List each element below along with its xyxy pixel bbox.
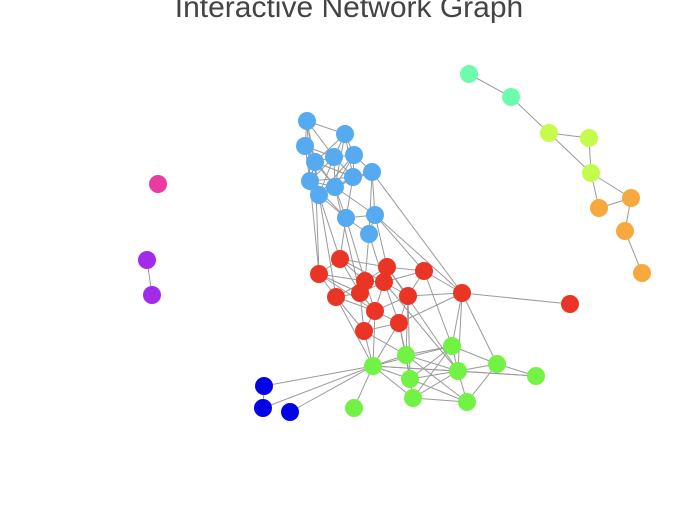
node-r10[interactable] bbox=[453, 284, 471, 302]
node-r3[interactable] bbox=[378, 258, 396, 276]
node-r8[interactable] bbox=[327, 288, 345, 306]
edge-r2-r11 bbox=[318, 273, 376, 312]
edge-r9-r10 bbox=[407, 292, 463, 297]
node-d3[interactable] bbox=[281, 403, 299, 421]
node-p2[interactable] bbox=[143, 286, 161, 304]
node-m1[interactable] bbox=[460, 65, 478, 83]
edge-b7-r10 bbox=[371, 171, 463, 294]
edge-r10-r14 bbox=[461, 292, 571, 305]
node-b13[interactable] bbox=[366, 206, 384, 224]
node-b4[interactable] bbox=[345, 146, 363, 164]
node-g5[interactable] bbox=[449, 362, 467, 380]
node-g7[interactable] bbox=[527, 367, 545, 385]
node-o4[interactable] bbox=[633, 264, 651, 282]
edge-r11-g3 bbox=[372, 310, 376, 367]
node-b5[interactable] bbox=[325, 148, 343, 166]
edge-l1-l3 bbox=[548, 132, 592, 174]
node-l2[interactable] bbox=[580, 129, 598, 147]
node-o1[interactable] bbox=[622, 189, 640, 207]
node-r13[interactable] bbox=[355, 322, 373, 340]
node-g4[interactable] bbox=[488, 355, 506, 373]
edge-b13-r4 bbox=[374, 214, 425, 272]
node-d2[interactable] bbox=[254, 399, 272, 417]
node-d1[interactable] bbox=[255, 377, 273, 395]
node-b10[interactable] bbox=[326, 178, 344, 196]
node-r12[interactable] bbox=[390, 314, 408, 332]
edge-r4-g1 bbox=[423, 270, 453, 347]
node-o2[interactable] bbox=[590, 199, 608, 217]
edge-r10-g5 bbox=[457, 292, 463, 372]
node-b1[interactable] bbox=[298, 112, 316, 130]
node-b7[interactable] bbox=[363, 163, 381, 181]
edge-b7-b14 bbox=[368, 171, 373, 235]
edge-r8-g3 bbox=[335, 296, 374, 367]
edge-b11-r8 bbox=[318, 194, 337, 298]
node-b8[interactable] bbox=[344, 168, 362, 186]
node-p0[interactable] bbox=[149, 175, 167, 193]
node-r4[interactable] bbox=[415, 262, 433, 280]
node-p1[interactable] bbox=[138, 251, 156, 269]
edge-g8-g9 bbox=[412, 397, 468, 403]
edge-g2-g9 bbox=[405, 354, 468, 403]
edge-b11-r1 bbox=[318, 194, 341, 260]
node-b3[interactable] bbox=[296, 137, 314, 155]
node-r11[interactable] bbox=[366, 302, 384, 320]
node-g2[interactable] bbox=[397, 346, 415, 364]
node-m2[interactable] bbox=[502, 88, 520, 106]
edge-r6-g5 bbox=[383, 281, 459, 372]
node-b12[interactable] bbox=[337, 209, 355, 227]
node-l1[interactable] bbox=[540, 124, 558, 142]
node-g10[interactable] bbox=[345, 399, 363, 417]
node-b9[interactable] bbox=[301, 172, 319, 190]
node-g3[interactable] bbox=[364, 357, 382, 375]
node-g8[interactable] bbox=[404, 389, 422, 407]
node-g6[interactable] bbox=[401, 370, 419, 388]
edge-g2-g5 bbox=[405, 354, 459, 372]
node-o3[interactable] bbox=[616, 222, 634, 240]
node-r7[interactable] bbox=[351, 284, 369, 302]
edge-b10-r7 bbox=[334, 186, 361, 294]
edge-r10-g4 bbox=[461, 292, 498, 365]
edge-b12-r5 bbox=[345, 217, 366, 282]
nodes-layer bbox=[138, 65, 651, 421]
edge-r9-g6 bbox=[407, 295, 411, 380]
edge-g3-d3 bbox=[289, 365, 374, 413]
node-b6[interactable] bbox=[306, 153, 324, 171]
edge-g3-d2 bbox=[262, 365, 374, 409]
node-r14[interactable] bbox=[561, 295, 579, 313]
node-b11[interactable] bbox=[310, 186, 328, 204]
edge-r10-r12 bbox=[398, 292, 463, 324]
node-b14[interactable] bbox=[360, 225, 378, 243]
graph-title: Interactive Network Graph bbox=[174, 0, 524, 24]
node-r9[interactable] bbox=[399, 287, 417, 305]
node-g9[interactable] bbox=[458, 393, 476, 411]
node-r1[interactable] bbox=[331, 250, 349, 268]
edge-g3-d1 bbox=[263, 365, 374, 387]
node-l3[interactable] bbox=[582, 164, 600, 182]
edge-g6-g9 bbox=[409, 378, 468, 403]
edge-b13-r10 bbox=[374, 214, 463, 294]
node-b2[interactable] bbox=[336, 125, 354, 143]
edge-g1-g8 bbox=[412, 345, 453, 399]
edges-layer bbox=[146, 73, 643, 413]
node-r2[interactable] bbox=[310, 265, 328, 283]
node-r6[interactable] bbox=[375, 273, 393, 291]
node-g1[interactable] bbox=[443, 337, 461, 355]
